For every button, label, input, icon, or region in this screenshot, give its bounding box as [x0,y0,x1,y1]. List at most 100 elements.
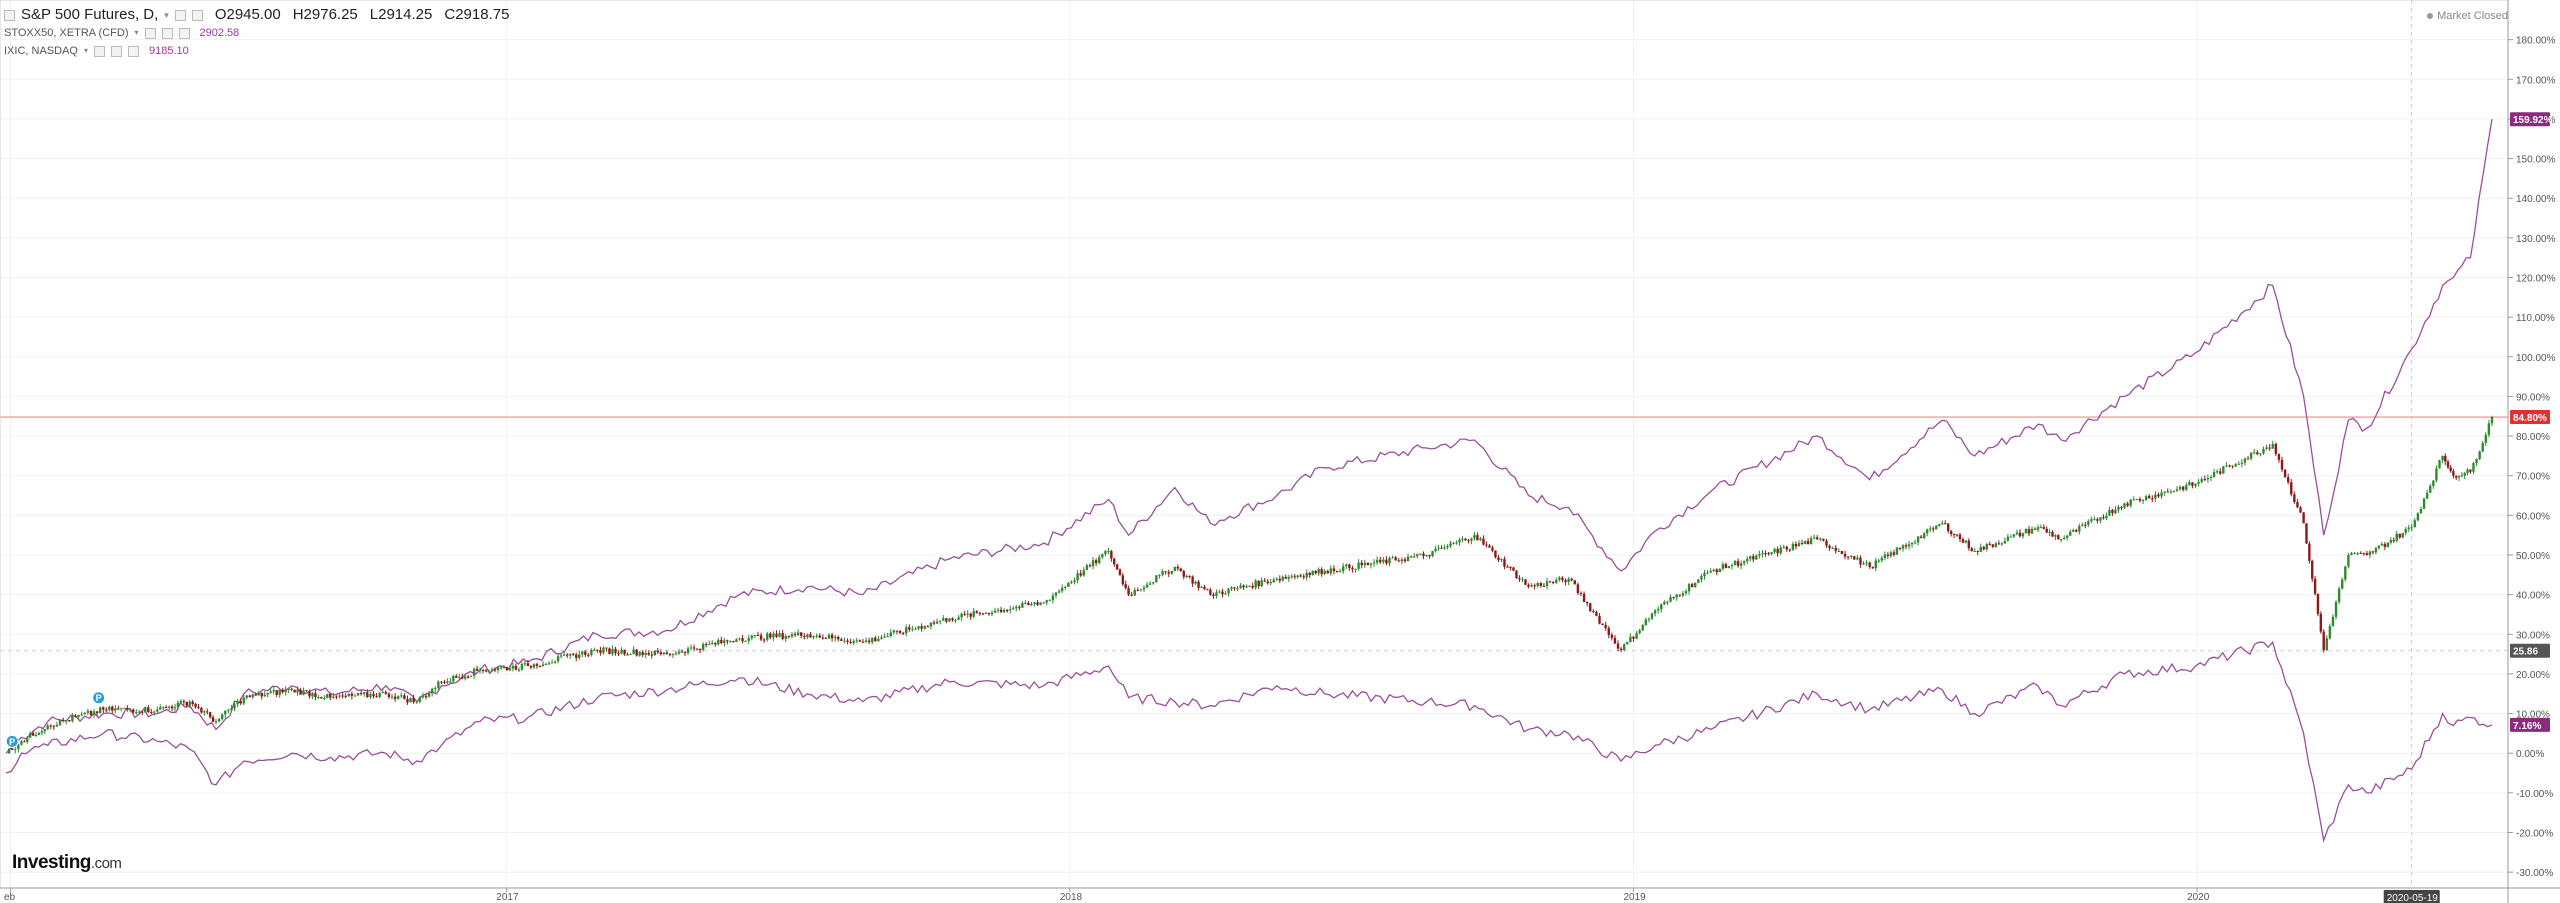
visibility-icon[interactable] [144,27,156,39]
candle-body [1113,558,1116,565]
candle-body [1548,581,1552,583]
x-tick-label: eb [4,892,16,903]
candle-body [1360,562,1363,566]
candle-body [359,692,363,695]
candle-body [886,636,889,638]
candle-body [197,706,200,708]
main-series-title[interactable]: S&P 500 Futures, D, [21,6,159,23]
candle-body [23,741,26,743]
candle-body [2350,553,2353,555]
candle-body [275,690,278,695]
candle-body [1579,593,1583,595]
stoxx-series-name[interactable]: STOXX50, XETRA (CFD) [4,27,129,39]
candle-body [849,641,852,643]
candle-body [698,649,702,651]
candle-body [350,693,354,696]
candle-body [61,719,65,721]
visibility-icon[interactable] [93,45,105,57]
candle-body [1530,585,1533,587]
dropdown-caret-icon[interactable]: ▾ [164,10,169,20]
candle-body [2181,486,2185,490]
candle-body [840,639,843,641]
y-tick-label: 90.00% [2516,392,2550,403]
candle-body [1394,557,1397,561]
candle-body [1706,572,1709,574]
candle-body [1302,576,1305,578]
settings-icon[interactable] [174,9,186,21]
candle-body [969,613,972,617]
candle-body [2328,626,2332,639]
candle-body [2487,423,2491,435]
candle-body [2305,523,2308,544]
candle-body [1200,586,1203,588]
settings-icon[interactable] [110,45,122,57]
candle-body [458,677,461,679]
legend-row-main[interactable]: S&P 500 Futures, D, ▾ O2945.00 H2976.25 … [4,6,509,24]
candle-body [674,653,678,655]
event-marker-1[interactable] [5,734,19,748]
close-icon[interactable] [127,45,139,57]
candle-body [532,664,536,668]
candle-body [1797,543,1801,547]
candle-body [920,626,923,629]
candle-body [375,696,378,698]
candle-body [102,707,105,710]
ixic-series-name[interactable]: IXIC, NASDAQ [4,45,78,57]
candle-body [254,694,257,696]
y-tick-label: 20.00% [2516,670,2550,681]
legend-row-stoxx[interactable]: STOXX50, XETRA (CFD) ▾ 2902.58 [4,24,509,42]
candle-body [98,707,102,714]
candle-body [957,617,960,620]
dropdown-caret-icon[interactable]: ▾ [83,46,88,55]
settings-icon[interactable] [161,27,173,39]
candle-body [2066,535,2069,538]
candle-body [299,689,302,695]
candle-body [1690,584,1694,588]
candle-body [1221,591,1224,595]
candle-body [1338,571,1342,573]
candle-body [2331,616,2335,627]
candle-body [590,649,593,655]
legend-row-ixic[interactable]: IXIC, NASDAQ ▾ 9185.10 [4,42,509,60]
candle-body [1907,544,1911,547]
candle-body [281,689,284,693]
x-tick-label: 2017 [496,892,519,903]
candle-body [1088,565,1092,567]
close-icon[interactable] [191,9,203,21]
candle-body [1819,538,1822,540]
candle-body [830,634,834,639]
candle-body [455,675,458,678]
candle-body [366,692,369,698]
candle-body [290,688,293,690]
candle-body [28,733,32,738]
collapse-icon[interactable] [4,9,15,21]
candle-body [1985,543,1988,550]
candle-body [1718,568,1722,573]
event-marker-2[interactable] [92,691,106,705]
stoxx-last-value-label-bg [2510,717,2550,732]
candle-body [2444,455,2447,462]
candle-body [1883,554,1887,559]
y-tick-label: 110.00% [2516,313,2555,324]
candle-body [2246,458,2250,460]
candle-body [397,696,400,699]
candle-body [800,632,803,636]
close-icon[interactable] [178,27,190,39]
candle-body [105,709,108,711]
candle-body [908,627,911,630]
candle-body [2051,532,2054,537]
candle-body [1746,558,1749,562]
candle-body [2392,539,2395,541]
dropdown-caret-icon[interactable]: ▾ [134,28,139,37]
candle-body [626,654,629,656]
grid [0,0,2508,888]
candle-body [1067,583,1070,587]
candle-body [1678,594,1682,596]
candle-body [356,692,360,696]
candle-body [1979,546,1982,552]
candle-body [1638,630,1641,634]
candle-body [1416,554,1419,557]
candle-body [929,622,933,627]
